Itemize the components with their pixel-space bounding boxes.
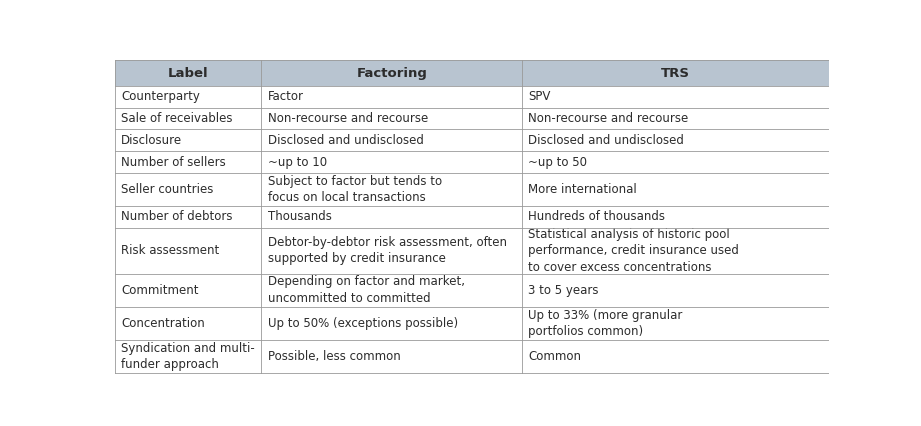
Text: Commitment: Commitment [122,284,199,296]
Text: Concentration: Concentration [122,317,205,330]
Text: Number of debtors: Number of debtors [122,210,233,223]
Text: TRS: TRS [661,67,690,80]
Text: Up to 50% (exceptions possible): Up to 50% (exceptions possible) [268,317,458,330]
Text: Debtor-by-debtor risk assessment, often
supported by credit insurance: Debtor-by-debtor risk assessment, often … [268,236,507,265]
Text: Factoring: Factoring [356,67,427,80]
Text: Possible, less common: Possible, less common [268,350,401,363]
Text: Counterparty: Counterparty [122,90,200,104]
Text: Subject to factor but tends to
focus on local transactions: Subject to factor but tends to focus on … [268,175,442,204]
Bar [115,173,829,206]
Bar [115,206,829,228]
Text: Hundreds of thousands: Hundreds of thousands [528,210,665,223]
Bar [115,273,829,307]
Text: Depending on factor and market,
uncommitted to committed: Depending on factor and market, uncommit… [268,276,465,305]
Bar [115,130,829,151]
Text: Up to 33% (more granular
portfolios common): Up to 33% (more granular portfolios comm… [528,308,682,338]
Text: Non-recourse and recourse: Non-recourse and recourse [528,112,688,125]
Bar [115,151,829,173]
Text: Label: Label [168,67,208,80]
Bar [115,340,829,373]
Text: Disclosed and undisclosed: Disclosed and undisclosed [528,134,684,147]
Bar [115,60,829,86]
Text: Seller countries: Seller countries [122,183,214,196]
Bar [115,86,829,108]
Text: Common: Common [528,350,581,363]
Text: ~up to 50: ~up to 50 [528,155,588,169]
Text: Syndication and multi-
funder approach: Syndication and multi- funder approach [122,342,255,371]
Text: 3 to 5 years: 3 to 5 years [528,284,599,296]
Bar [115,108,829,130]
Text: ~up to 10: ~up to 10 [268,155,327,169]
Text: Factor: Factor [268,90,304,104]
Bar [115,307,829,340]
Bar [115,228,829,273]
Text: Non-recourse and recourse: Non-recourse and recourse [268,112,428,125]
Text: Statistical analysis of historic pool
performance, credit insurance used
to cove: Statistical analysis of historic pool pe… [528,227,739,273]
Text: Sale of receivables: Sale of receivables [122,112,233,125]
Text: SPV: SPV [528,90,551,104]
Text: More international: More international [528,183,637,196]
Text: Number of sellers: Number of sellers [122,155,226,169]
Text: Disclosed and undisclosed: Disclosed and undisclosed [268,134,424,147]
Text: Thousands: Thousands [268,210,332,223]
Text: Disclosure: Disclosure [122,134,182,147]
Text: Risk assessment: Risk assessment [122,244,219,257]
